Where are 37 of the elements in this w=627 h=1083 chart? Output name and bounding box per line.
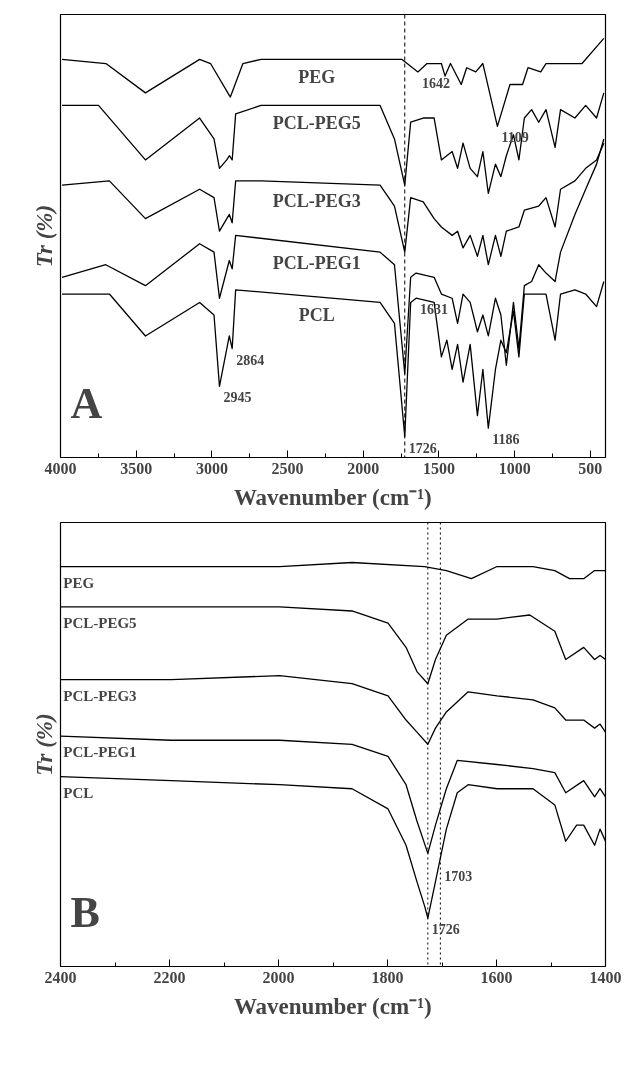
series-label: PCL — [298, 304, 335, 325]
annotation: 2945 — [223, 390, 252, 406]
x-axis-title: Wavenumber (cm⁻¹) — [233, 484, 432, 510]
x-tick-label: 2000 — [262, 968, 295, 986]
x-tick-label: 1400 — [589, 968, 622, 986]
y-axis-title: Tr (%) — [31, 204, 57, 268]
series-label: PCL-PEG3 — [272, 190, 361, 211]
annotation: A — [70, 378, 103, 428]
x-tick-label: 2200 — [153, 968, 186, 986]
x-tick-label: 500 — [578, 459, 603, 477]
series-label: PCL-PEG5 — [63, 614, 137, 631]
annotation: B — [70, 887, 100, 937]
x-axis-title: Wavenumber (cm⁻¹) — [233, 993, 432, 1019]
series-label: PCL-PEG5 — [272, 113, 361, 134]
x-tick-label: 3000 — [195, 459, 228, 477]
x-tick-label: 1600 — [480, 968, 513, 986]
series-label: PCL-PEG1 — [272, 252, 361, 273]
x-tick-label: 1500 — [422, 459, 455, 477]
x-tick-label: 2400 — [44, 968, 77, 986]
x-tick-label: 1000 — [498, 459, 531, 477]
series-label: PCL-PEG1 — [63, 744, 137, 761]
x-tick-label: 1800 — [371, 968, 404, 986]
series-label: PEG — [298, 67, 336, 88]
annotation: 2864 — [236, 352, 265, 368]
x-tick-label: 4000 — [44, 459, 77, 477]
series-label: PCL-PEG3 — [63, 687, 137, 704]
x-tick-label: 2000 — [347, 459, 380, 477]
annotation: 1186 — [492, 432, 520, 448]
series-label: PEG — [63, 574, 95, 591]
x-tick-label: 2500 — [271, 459, 304, 477]
annotation: 1703 — [444, 869, 473, 885]
series-label: PCL — [63, 784, 94, 801]
y-axis-title: Tr (%) — [31, 713, 57, 776]
annotation: 1726 — [431, 922, 460, 938]
annotation: 1642 — [421, 75, 450, 91]
annotation: 1726 — [408, 440, 437, 456]
x-tick-label: 3500 — [120, 459, 153, 477]
